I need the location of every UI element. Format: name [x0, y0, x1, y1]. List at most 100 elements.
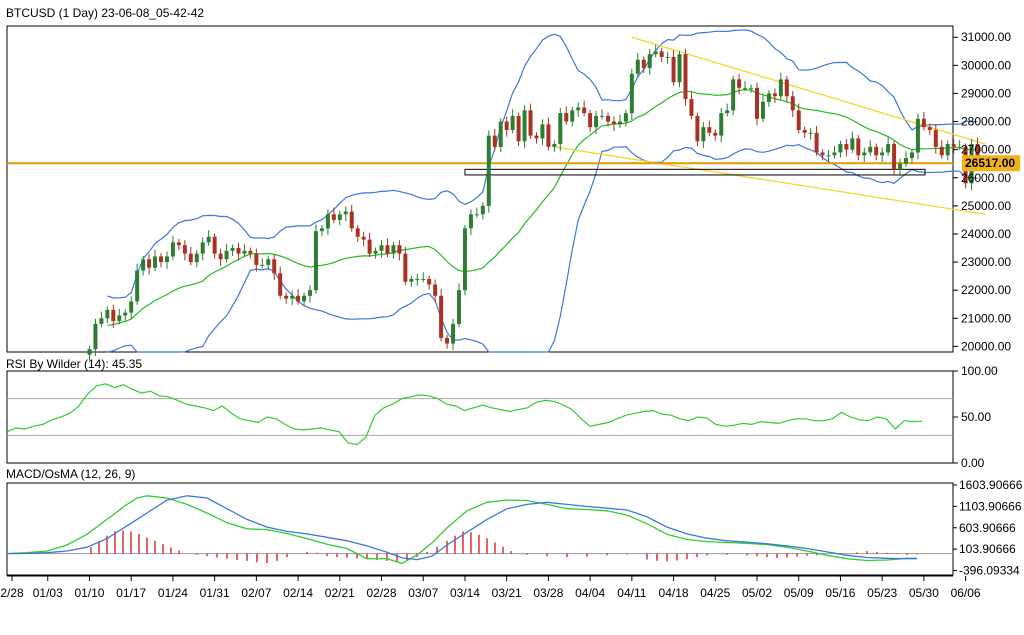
candle-body: [427, 278, 432, 285]
candle-body: [945, 144, 950, 156]
candlesticks: [87, 44, 980, 360]
candle-body: [349, 211, 354, 229]
candle-body: [486, 135, 491, 206]
candle-body: [313, 231, 318, 291]
candle-body: [135, 270, 140, 302]
candle-body: [534, 135, 539, 139]
bollinger-upper-band: [107, 29, 978, 299]
candle-body: [778, 79, 783, 97]
macd-tick-label: 1103.90666: [959, 499, 1022, 513]
candle-body: [498, 121, 503, 147]
candle-body: [182, 245, 187, 254]
candle-body: [617, 121, 622, 125]
candle-body: [391, 245, 396, 254]
candle-body: [665, 56, 670, 58]
channel-lower-line: [554, 146, 986, 215]
candle-body: [594, 115, 599, 128]
candle-body: [564, 113, 569, 122]
candle-body: [540, 124, 545, 139]
candle-body: [284, 295, 289, 299]
candle-body: [117, 315, 122, 322]
candle-body: [516, 115, 521, 142]
candle-body: [772, 93, 777, 97]
candle-body: [951, 144, 956, 147]
candle-body: [552, 144, 557, 147]
time-tick-label: 03/21: [492, 586, 522, 600]
candle-body: [462, 228, 467, 291]
candle-body: [510, 115, 515, 130]
candle-body: [445, 337, 450, 344]
candle-body: [170, 242, 175, 257]
price-tick-label: 24000.00: [961, 227, 1011, 241]
price-tick-label: 28000.00: [961, 115, 1011, 129]
candle-body: [939, 146, 944, 156]
time-tick-label: 04/25: [700, 586, 730, 600]
candle-body: [218, 253, 223, 260]
candle-body: [588, 113, 593, 128]
candle-body: [457, 290, 461, 324]
time-tick-label: 02/21: [325, 586, 355, 600]
candle-body: [93, 323, 98, 350]
price-tick-label: 23000.00: [961, 255, 1011, 269]
candle-body: [421, 278, 426, 280]
candle-body: [933, 129, 938, 147]
rsi-line: [6, 383, 923, 446]
candle-body: [230, 248, 235, 251]
candle-body: [707, 127, 712, 133]
candle-body: [290, 295, 295, 299]
time-tick-label: 04/04: [575, 586, 605, 600]
candle-body: [766, 93, 771, 102]
candle-body: [611, 121, 616, 125]
candle-body: [343, 211, 348, 215]
candle-body: [224, 250, 229, 260]
candle-body: [302, 295, 307, 302]
time-tick-label: 03/28: [533, 586, 563, 600]
candle-body: [576, 107, 581, 111]
time-tick-label: 05/09: [784, 586, 814, 600]
candle-body: [868, 146, 873, 153]
candle-body: [725, 110, 730, 114]
candle-body: [105, 309, 110, 319]
candle-body: [415, 278, 420, 280]
macd-tick-label: 603.90666: [959, 521, 1016, 535]
candle-body: [403, 253, 408, 282]
candle-body: [808, 132, 813, 134]
candle-body: [206, 236, 211, 243]
bollinger-middle-band: [107, 88, 978, 326]
candle-body: [319, 228, 324, 232]
candle-body: [814, 132, 819, 153]
candle-body: [886, 144, 891, 153]
time-tick-label: 04/18: [659, 586, 689, 600]
candle-body: [194, 253, 199, 263]
candle-body: [439, 295, 444, 338]
candle-body: [272, 259, 277, 274]
candle-body: [492, 135, 497, 147]
macd-lines: [6, 495, 917, 565]
candle-body: [188, 253, 193, 263]
time-tick-label: 05/02: [742, 586, 772, 600]
candle-body: [200, 242, 205, 254]
time-tick-label: 02/07: [241, 586, 271, 600]
candle-body: [164, 256, 169, 263]
candle-body: [862, 152, 867, 156]
macd-axis: 1603.90666 1103.90666 603.90666 103.90666 -3…: [953, 478, 1023, 578]
rsi-tick-label: 100.00: [961, 364, 998, 378]
time-tick-label: 01/31: [200, 586, 230, 600]
candle-body: [296, 295, 301, 302]
candle-body: [760, 101, 765, 119]
candle-body: [844, 144, 849, 150]
candle-body: [719, 113, 724, 136]
price-tick-label: 30000.00: [961, 58, 1011, 72]
candle-body: [904, 158, 908, 164]
price-tick-label: 21000.00: [961, 311, 1011, 325]
candle-body: [927, 127, 932, 130]
candle-body: [790, 96, 795, 111]
candle-body: [653, 51, 658, 55]
candle-body: [689, 99, 694, 116]
candle-body: [236, 248, 241, 254]
candle-body: [921, 118, 926, 128]
candle-body: [278, 273, 283, 296]
candle-body: [957, 146, 962, 148]
candle-body: [254, 253, 259, 265]
